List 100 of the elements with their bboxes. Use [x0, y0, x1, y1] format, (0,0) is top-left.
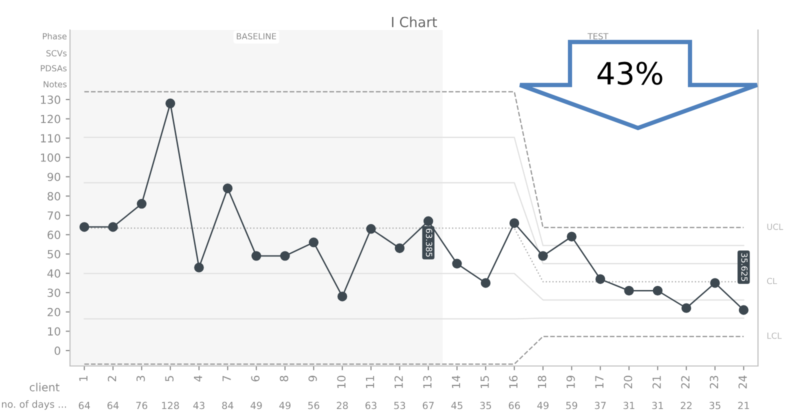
band-label: BASELINE: [236, 33, 276, 40]
data-label: 22: [680, 402, 692, 410]
annotation: 63.385: [426, 228, 432, 257]
data-label: 21: [738, 402, 749, 410]
x-tick-label: 19: [566, 376, 575, 388]
point: [595, 274, 606, 284]
x-tick-label: 17: [595, 376, 604, 388]
point: [738, 305, 749, 315]
annotation: TEST: [588, 33, 608, 40]
x-tick-label: 22: [681, 376, 690, 388]
x-tick-label: 16: [509, 376, 518, 388]
data-label: 43: [193, 402, 204, 410]
x-tick-label: 14: [452, 376, 460, 388]
point: [710, 278, 720, 288]
y-tick-label: 100: [40, 153, 60, 162]
x-tick-label: 10: [337, 376, 346, 388]
y-tick-label: 60: [48, 230, 60, 240]
point: [681, 303, 692, 313]
y-tick-label: 90: [48, 172, 60, 182]
data-label: 37: [594, 402, 606, 410]
x-tick-label: 12: [394, 376, 403, 388]
point: [280, 251, 290, 261]
annotation: 35.625: [741, 253, 748, 282]
data-label: 56: [308, 402, 320, 410]
x-tick-label: 2: [108, 376, 116, 382]
x-tick-label: 13: [423, 376, 432, 388]
data-label: 67: [422, 402, 434, 410]
x-tick-label: 7: [222, 376, 231, 382]
x-axis-title: client: [30, 382, 60, 392]
point: [194, 262, 204, 272]
data-label: 63: [365, 402, 376, 410]
data-label: 28: [336, 402, 348, 410]
text: SCVs: [46, 50, 67, 56]
point: [652, 286, 663, 296]
data-label: 49: [279, 402, 290, 410]
point: [509, 218, 520, 228]
y-tick-label: 0: [54, 346, 60, 355]
point: [423, 216, 434, 226]
data-label: 35: [710, 402, 720, 410]
data-label: 64: [107, 402, 119, 410]
point: [566, 232, 577, 242]
data-label: 84: [222, 402, 234, 410]
point: [108, 222, 118, 232]
x-tick-label: 21: [652, 376, 661, 388]
point: [251, 251, 262, 261]
point: [624, 286, 634, 296]
y-tick-label: 30: [48, 288, 60, 297]
data-label: 66: [508, 402, 520, 410]
y-tick-label: 120: [40, 114, 60, 124]
y-tick-label: 130: [40, 95, 60, 104]
y-tick-label: 80: [48, 192, 60, 200]
y-tick-label: 10: [48, 327, 60, 336]
point: [222, 183, 233, 194]
text: UCL: [767, 224, 784, 230]
x-tick-label: 23: [710, 376, 718, 388]
data-label: 35: [480, 402, 492, 410]
data-label: 31: [652, 402, 663, 410]
x-tick-label: 4: [194, 376, 202, 382]
point: [452, 258, 462, 269]
text: Phase: [42, 32, 67, 40]
point: [136, 198, 147, 209]
chart-title: I Chart: [392, 16, 438, 28]
x-tick-label: 11: [366, 376, 374, 388]
x-tick-label: 1: [79, 376, 88, 381]
point: [366, 224, 376, 234]
text: no. of days ...: [2, 400, 66, 410]
data-label: 64: [78, 402, 90, 410]
data-label: 76: [136, 402, 148, 410]
y-tick-label: 110: [40, 134, 60, 143]
x-tick-label: 3: [136, 376, 145, 382]
data-label: 53: [394, 402, 406, 410]
y-tick-label: 70: [48, 211, 60, 220]
point: [480, 278, 491, 288]
point: [308, 238, 319, 248]
x-tick-label: 5: [165, 376, 174, 382]
text: LCL: [767, 332, 782, 339]
x-tick-label: 8: [280, 376, 288, 382]
text: Notes: [44, 81, 67, 88]
data-label: 128: [162, 402, 179, 410]
data-label: 49: [250, 402, 262, 410]
x-tick-label: 24: [738, 376, 747, 388]
y-tick-label: 40: [47, 269, 60, 278]
y-tick-label: 20: [48, 308, 60, 316]
x-tick-label: 18: [538, 376, 546, 388]
x-tick-label: 6: [251, 376, 260, 382]
x-tick-label: 15: [480, 376, 489, 388]
x-tick-label: 9: [308, 376, 317, 382]
y-tick-label: 50: [48, 250, 60, 258]
point: [79, 222, 90, 232]
text: PDSAs: [40, 65, 67, 72]
data-label: 45: [451, 402, 462, 410]
point: [165, 98, 176, 108]
x-tick-label: 20: [624, 376, 632, 388]
data-label: 49: [537, 402, 548, 410]
point: [337, 292, 348, 302]
data-label: 31: [624, 402, 634, 410]
point: [538, 251, 548, 261]
annotation: 43%: [598, 62, 662, 85]
data-label: 59: [566, 402, 578, 410]
text: CL: [767, 278, 778, 284]
